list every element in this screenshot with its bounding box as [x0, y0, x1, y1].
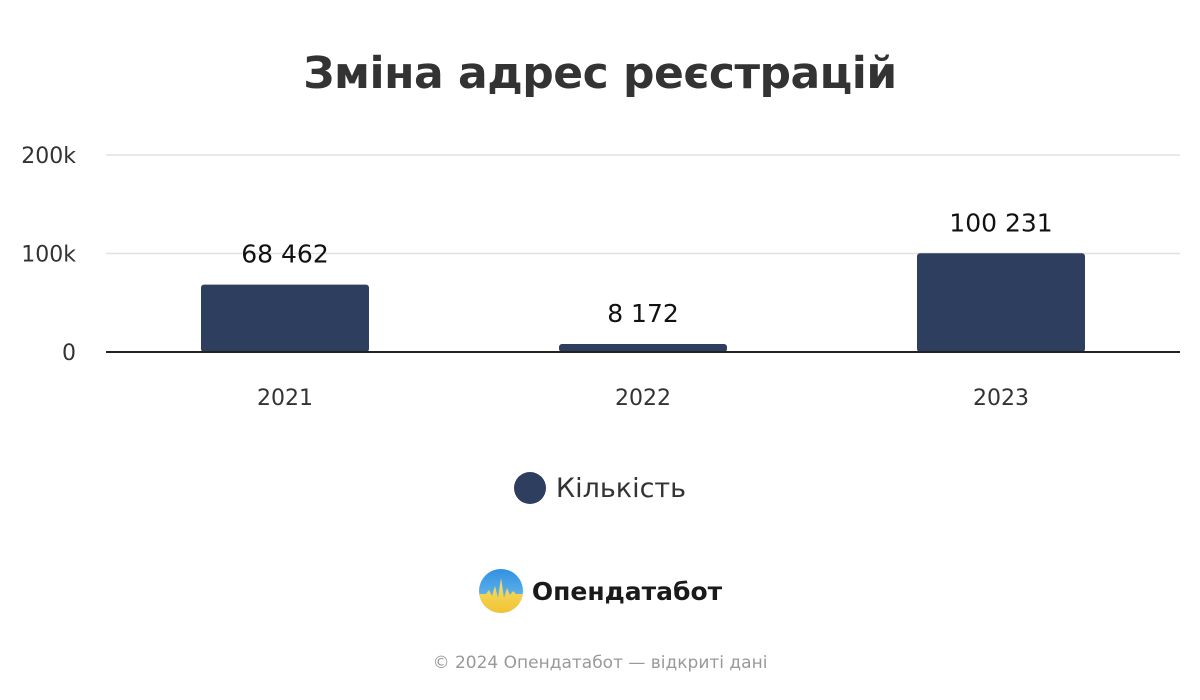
data-label: 68 462	[241, 240, 328, 269]
y-axis-ticks: 0 100k 200k	[21, 144, 76, 366]
x-tick-label: 2021	[257, 386, 313, 411]
y-tick-label: 0	[62, 341, 76, 366]
x-tick-label: 2022	[615, 386, 671, 411]
opendatabot-logo-icon	[478, 569, 523, 613]
bar-2022[interactable]	[559, 343, 727, 352]
y-tick-label: 200k	[21, 144, 76, 169]
legend[interactable]: Кількість	[0, 472, 1200, 504]
bar-2023[interactable]	[917, 253, 1085, 352]
y-tick-label: 100k	[21, 243, 76, 268]
bar-2021[interactable]	[201, 284, 369, 352]
brand-name: Опендатабот	[531, 576, 723, 606]
copyright-footer: © 2024 Опендатабот — відкриті дані	[432, 653, 768, 673]
bars	[201, 253, 1085, 352]
legend-marker-icon	[513, 472, 546, 504]
chart-title: Зміна адрес реєстрацій	[303, 48, 897, 99]
legend-label: Кількість	[555, 472, 687, 504]
data-label: 8 172	[607, 299, 679, 328]
x-tick-label: 2023	[973, 386, 1029, 411]
data-label: 100 231	[949, 208, 1052, 237]
data-labels: 68 462 8 172 100 231	[241, 208, 1052, 328]
x-axis-ticks: 2021 2022 2023	[257, 386, 1029, 411]
brand[interactable]: Опендатабот	[0, 568, 1200, 614]
